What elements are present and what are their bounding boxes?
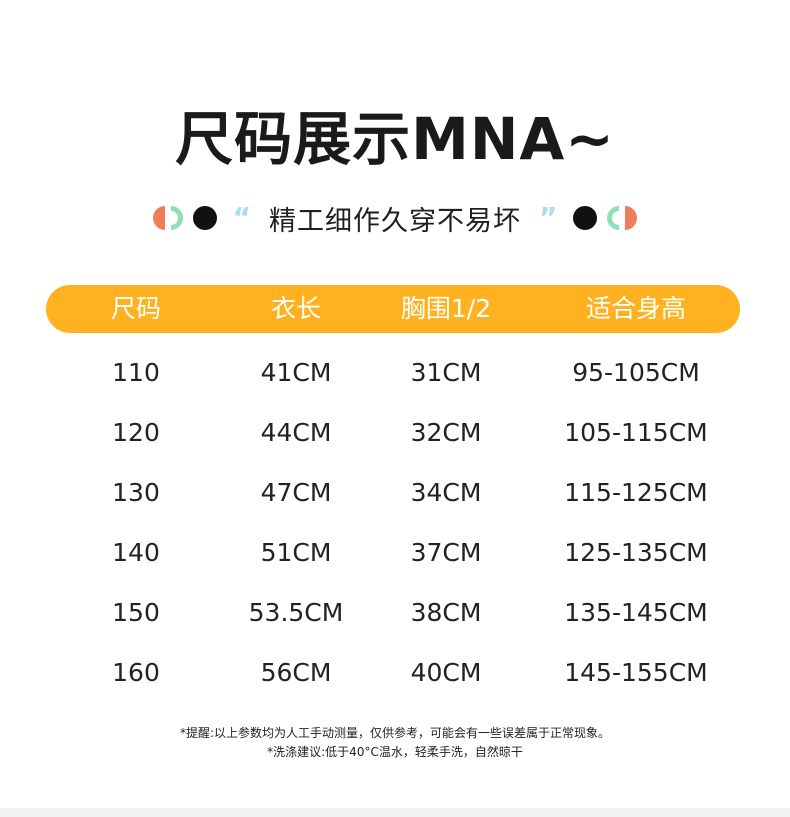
- notes: *提醒:以上参数均为人工手动测量，仅供参考，可能会有一些误差属于正常现象。 *洗…: [0, 724, 790, 762]
- size-table-body: 110 41CM 31CM 95-105CM 120 44CM 32CM 105…: [46, 343, 740, 703]
- black-dot-icon: [192, 206, 217, 230]
- table-row: 140 51CM 37CM 125-135CM: [46, 523, 740, 583]
- table-row: 120 44CM 32CM 105-115CM: [46, 403, 740, 463]
- right-decoration: [569, 206, 638, 230]
- header-half-chest: 胸围1/2: [400, 294, 492, 323]
- washing-note: *洗涤建议:低于40°C温水，轻柔手洗，自然晾干: [267, 745, 523, 759]
- header-length: 衣长: [270, 294, 321, 323]
- cell-half-chest: 34CM: [410, 478, 482, 507]
- bottom-divider: [0, 808, 790, 817]
- cell-height: 125-135CM: [564, 538, 708, 567]
- mint-crescent-icon: [607, 206, 620, 230]
- black-dot-icon: [573, 206, 598, 230]
- cell-height: 105-115CM: [564, 418, 708, 447]
- table-row: 150 53.5CM 38CM 135-145CM: [46, 583, 740, 643]
- subtitle-row: “ 精工细作久穿不易坏 ”: [0, 196, 790, 240]
- cell-length: 44CM: [260, 418, 332, 447]
- table-row: 160 56CM 40CM 145-155CM: [46, 643, 740, 703]
- cell-size: 160: [112, 658, 160, 687]
- cell-half-chest: 38CM: [410, 598, 482, 627]
- mint-crescent-icon: [170, 206, 183, 230]
- cell-size: 110: [112, 358, 160, 387]
- open-quote-icon: “: [232, 201, 251, 234]
- cell-size: 130: [112, 478, 160, 507]
- orange-half-circle-icon: [625, 206, 638, 230]
- cell-length: 47CM: [260, 478, 332, 507]
- cell-half-chest: 31CM: [410, 358, 482, 387]
- cell-height: 95-105CM: [572, 358, 700, 387]
- header-size: 尺码: [110, 294, 161, 323]
- page-title: 尺码展示MNA~: [175, 105, 615, 173]
- orange-half-circle-icon: [152, 206, 165, 230]
- left-decoration: [152, 206, 221, 230]
- cell-height: 115-125CM: [564, 478, 708, 507]
- cell-size: 150: [112, 598, 160, 627]
- cell-size: 120: [112, 418, 160, 447]
- cell-half-chest: 40CM: [410, 658, 482, 687]
- table-row: 110 41CM 31CM 95-105CM: [46, 343, 740, 403]
- subtitle-text: 精工细作久穿不易坏: [269, 205, 521, 237]
- cell-length: 56CM: [260, 658, 332, 687]
- cell-height: 135-145CM: [564, 598, 708, 627]
- close-quote-icon: ”: [539, 201, 558, 234]
- cell-length: 51CM: [260, 538, 332, 567]
- size-table-header: 尺码 衣长 胸围1/2 适合身高: [46, 285, 740, 333]
- header-height: 适合身高: [585, 294, 686, 323]
- cell-length: 41CM: [260, 358, 332, 387]
- table-row: 130 47CM 34CM 115-125CM: [46, 463, 740, 523]
- cell-size: 140: [112, 538, 160, 567]
- measurement-note: *提醒:以上参数均为人工手动测量，仅供参考，可能会有一些误差属于正常现象。: [179, 726, 611, 740]
- cell-half-chest: 32CM: [410, 418, 482, 447]
- cell-half-chest: 37CM: [410, 538, 482, 567]
- cell-length: 53.5CM: [248, 598, 344, 627]
- cell-height: 145-155CM: [564, 658, 708, 687]
